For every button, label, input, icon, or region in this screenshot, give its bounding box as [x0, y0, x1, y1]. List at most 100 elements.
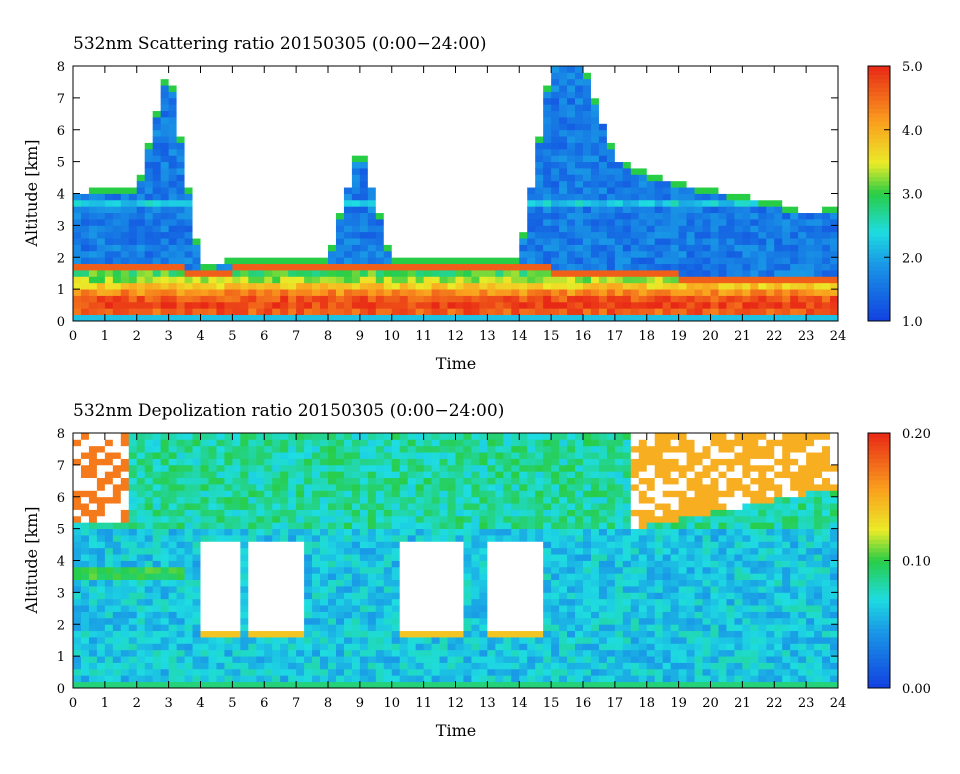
heatmap-cell — [153, 529, 161, 536]
heatmap-cell — [129, 624, 137, 631]
heatmap-cell — [240, 529, 248, 536]
heatmap-cell — [185, 656, 193, 663]
heatmap-cell — [216, 104, 224, 111]
heatmap-cell — [153, 592, 161, 599]
heatmap-cell — [137, 174, 145, 181]
x-tick-label: 3 — [164, 329, 172, 344]
heatmap-cell — [440, 181, 448, 188]
heatmap-cell — [703, 213, 711, 220]
heatmap-cell — [432, 232, 440, 239]
heatmap-cell — [440, 289, 448, 296]
heatmap-cell — [256, 251, 264, 258]
heatmap-cell — [328, 111, 336, 118]
heatmap-cell — [814, 270, 822, 277]
heatmap-cell — [336, 123, 344, 130]
heatmap-cell — [687, 136, 695, 143]
heatmap-cell — [726, 257, 734, 264]
heatmap-cell — [416, 200, 424, 207]
heatmap-cell — [734, 123, 742, 130]
heatmap-cell — [177, 283, 185, 290]
heatmap-cell — [193, 573, 201, 580]
heatmap-cell — [169, 605, 177, 612]
heatmap-cell — [479, 174, 487, 181]
heatmap-cell — [368, 130, 376, 137]
heatmap-cell — [224, 270, 232, 277]
heatmap-cell — [703, 162, 711, 169]
heatmap-cell — [742, 257, 750, 264]
heatmap-cell — [822, 72, 830, 79]
heatmap-cell — [424, 136, 432, 143]
heatmap-cell — [671, 181, 679, 188]
heatmap-cell — [647, 200, 655, 207]
heatmap-cell — [193, 200, 201, 207]
heatmap-cell — [535, 206, 543, 213]
heatmap-cell — [408, 123, 416, 130]
heatmap-cell — [344, 283, 352, 290]
heatmap-cell — [248, 484, 256, 491]
heatmap-cell — [679, 232, 687, 239]
heatmap-cell — [543, 219, 551, 226]
heatmap-cell — [607, 174, 615, 181]
heatmap-cell — [814, 168, 822, 175]
heatmap-cell — [137, 296, 145, 303]
heatmap-cell — [679, 85, 687, 92]
heatmap-cell — [161, 104, 169, 111]
heatmap-cell — [726, 187, 734, 194]
heatmap-cell — [607, 92, 615, 99]
heatmap-cell — [185, 111, 193, 118]
heatmap-cell — [567, 257, 575, 264]
heatmap-cell — [145, 289, 153, 296]
heatmap-cell — [400, 155, 408, 162]
heatmap-cell — [153, 111, 161, 118]
heatmap-cell — [575, 155, 583, 162]
heatmap-cell — [193, 143, 201, 150]
heatmap-cell — [185, 117, 193, 124]
heatmap-cell — [726, 200, 734, 207]
heatmap-cell — [774, 85, 782, 92]
heatmap-cell — [655, 98, 663, 105]
heatmap-cell — [216, 675, 224, 682]
heatmap-cell — [679, 187, 687, 194]
heatmap-cell — [328, 123, 336, 130]
heatmap-cell — [687, 289, 695, 296]
heatmap-cell — [280, 168, 288, 175]
heatmap-cell — [73, 439, 81, 446]
heatmap-cell — [272, 104, 280, 111]
heatmap-cell — [424, 270, 432, 277]
heatmap-cell — [392, 200, 400, 207]
heatmap-cell — [129, 136, 137, 143]
heatmap-cell — [360, 251, 368, 258]
heatmap-cell — [232, 225, 240, 232]
heatmap-cell — [81, 66, 89, 73]
heatmap-cell — [328, 225, 336, 232]
colorbar-segment — [868, 143, 890, 148]
heatmap-cell — [734, 276, 742, 283]
heatmap-cell — [336, 219, 344, 226]
heatmap-cell — [679, 117, 687, 124]
heatmap-cell — [551, 149, 559, 156]
heatmap-cell — [456, 264, 464, 271]
heatmap-cell — [400, 123, 408, 130]
heatmap-cell — [798, 130, 806, 137]
heatmap-cell — [798, 85, 806, 92]
heatmap-cell — [503, 315, 511, 322]
heatmap-cell — [440, 92, 448, 99]
heatmap-cell — [487, 181, 495, 188]
heatmap-cell — [113, 257, 121, 264]
heatmap-cell — [121, 149, 129, 156]
heatmap-cell — [312, 130, 320, 137]
heatmap-cell — [718, 149, 726, 156]
heatmap-cell — [750, 296, 758, 303]
heatmap-cell — [448, 181, 456, 188]
heatmap-cell — [224, 72, 232, 79]
heatmap-cell — [97, 669, 105, 676]
heatmap-cell — [137, 117, 145, 124]
heatmap-cell — [240, 130, 248, 137]
heatmap-cell — [208, 270, 216, 277]
heatmap-cell — [73, 289, 81, 296]
heatmap-cell — [240, 637, 248, 644]
heatmap-cell — [663, 123, 671, 130]
heatmap-cell — [663, 276, 671, 283]
heatmap-cell — [511, 72, 519, 79]
heatmap-cell — [193, 168, 201, 175]
